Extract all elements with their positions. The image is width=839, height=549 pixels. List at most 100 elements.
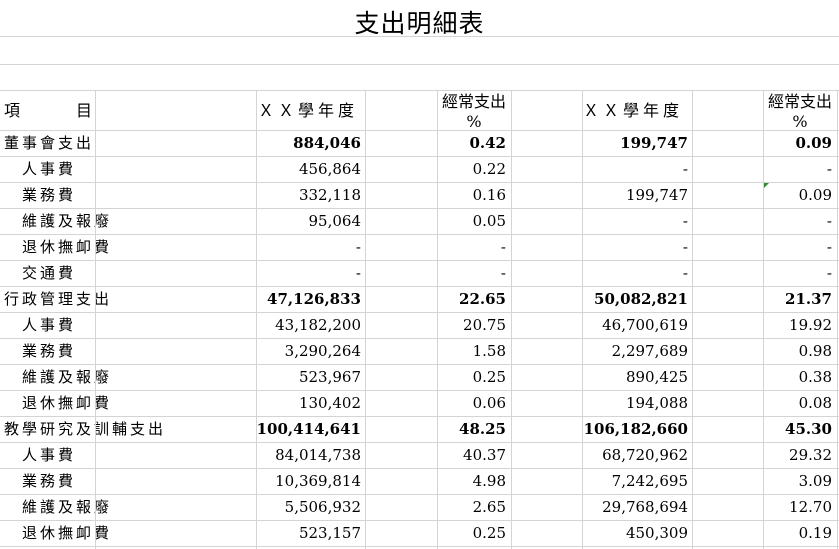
header-year-b: ＸＸ學年度 bbox=[583, 101, 684, 120]
grid-line bbox=[0, 64, 839, 65]
subitem-label: 人事費 bbox=[22, 160, 77, 178]
subitem-label: 業務費 bbox=[22, 342, 77, 360]
amount-a-cell: 47,126,833 bbox=[267, 290, 361, 308]
amount-a-cell: 884,046 bbox=[293, 134, 361, 152]
percent-b-cell: 0.08 bbox=[798, 394, 832, 412]
amount-b-cell: - bbox=[682, 238, 688, 256]
amount-a-cell: 95,064 bbox=[308, 212, 362, 230]
header-item: 項 bbox=[4, 101, 21, 120]
grid-line bbox=[0, 260, 839, 261]
percent-a-cell: 48.25 bbox=[459, 420, 506, 438]
grid-line bbox=[0, 390, 839, 391]
percent-b-cell: - bbox=[826, 212, 832, 230]
percent-b-cell: 19.92 bbox=[789, 316, 832, 334]
grid-column-line bbox=[365, 90, 366, 549]
subitem-label: 人事費 bbox=[22, 316, 77, 334]
percent-a-cell: 0.06 bbox=[472, 394, 506, 412]
header-item-2: 目 bbox=[76, 101, 93, 120]
subitem-label: 退休撫卹費 bbox=[22, 524, 113, 542]
percent-b-cell: 29.32 bbox=[789, 446, 832, 464]
grid-line bbox=[0, 520, 839, 521]
percent-b-cell: 0.98 bbox=[798, 342, 832, 360]
amount-a-cell: 523,157 bbox=[298, 524, 361, 542]
subitem-label: 業務費 bbox=[22, 186, 77, 204]
percent-a-cell: 4.98 bbox=[472, 472, 506, 490]
percent-b-cell: - bbox=[826, 238, 832, 256]
percent-b-cell: 3.09 bbox=[798, 472, 832, 490]
percent-a-cell: 0.22 bbox=[472, 160, 506, 178]
header-pct-a-line1: 經常支出 bbox=[441, 92, 506, 111]
grid-column-line bbox=[256, 90, 257, 549]
percent-b-cell: 0.09 bbox=[798, 186, 832, 204]
percent-a-cell: 0.05 bbox=[472, 212, 506, 230]
header-pct-a: 經常支出 % bbox=[437, 92, 511, 132]
amount-a-cell: 332,118 bbox=[298, 186, 361, 204]
grid-line bbox=[0, 416, 839, 417]
amount-b-cell: - bbox=[682, 160, 688, 178]
amount-b-cell: - bbox=[682, 212, 688, 230]
percent-b-cell: 0.38 bbox=[798, 368, 832, 386]
amount-b-cell: 450,309 bbox=[625, 524, 688, 542]
grid-line bbox=[0, 546, 839, 547]
percent-a-cell: 0.25 bbox=[472, 524, 506, 542]
percent-a-cell: 0.25 bbox=[472, 368, 506, 386]
grid-line bbox=[0, 364, 839, 365]
percent-b-cell: 45.30 bbox=[785, 420, 832, 438]
subitem-label: 維護及報廢 bbox=[22, 498, 113, 516]
percent-a-cell: 20.75 bbox=[463, 316, 506, 334]
percent-b-cell: - bbox=[826, 264, 832, 282]
amount-b-cell: 199,747 bbox=[620, 134, 688, 152]
amount-a-cell: 523,967 bbox=[298, 368, 361, 386]
sheet-title: 支出明細表 bbox=[354, 9, 485, 38]
amount-b-cell: 194,088 bbox=[625, 394, 688, 412]
percent-a-cell: - bbox=[500, 264, 506, 282]
amount-a-cell: 3,290,264 bbox=[284, 342, 361, 360]
amount-a-cell: 456,864 bbox=[298, 160, 361, 178]
grid-line bbox=[0, 312, 839, 313]
amount-b-cell: - bbox=[682, 264, 688, 282]
subitem-label: 退休撫卹費 bbox=[22, 394, 113, 412]
grid-line bbox=[0, 90, 839, 91]
grid-line bbox=[0, 208, 839, 209]
amount-a-cell: 100,414,641 bbox=[256, 420, 361, 438]
grid-column-line bbox=[763, 90, 764, 549]
amount-b-cell: 29,768,694 bbox=[602, 498, 688, 516]
amount-b-cell: 2,297,689 bbox=[611, 342, 688, 360]
percent-a-cell: - bbox=[500, 238, 506, 256]
grid-line bbox=[0, 286, 839, 287]
grid-line bbox=[0, 182, 839, 183]
grid-column-line bbox=[692, 90, 693, 549]
amount-b-cell: 68,720,962 bbox=[602, 446, 688, 464]
amount-a-cell: 5,506,932 bbox=[284, 498, 361, 516]
amount-b-cell: 50,082,821 bbox=[594, 290, 688, 308]
subitem-label: 維護及報廢 bbox=[22, 368, 113, 386]
amount-a-cell: - bbox=[355, 238, 361, 256]
subitem-label: 交通費 bbox=[22, 264, 77, 282]
amount-b-cell: 199,747 bbox=[625, 186, 688, 204]
amount-a-cell: - bbox=[355, 264, 361, 282]
amount-a-cell: 10,369,814 bbox=[275, 472, 361, 490]
percent-a-cell: 0.42 bbox=[469, 134, 506, 152]
amount-b-cell: 890,425 bbox=[625, 368, 688, 386]
percent-b-cell: 12.70 bbox=[789, 498, 832, 516]
subitem-label: 業務費 bbox=[22, 472, 77, 490]
grid-line bbox=[0, 494, 839, 495]
percent-b-cell: - bbox=[826, 160, 832, 178]
percent-a-cell: 1.58 bbox=[472, 342, 506, 360]
grid-line bbox=[0, 36, 839, 37]
percent-b-cell: 0.09 bbox=[795, 134, 832, 152]
percent-a-cell: 22.65 bbox=[459, 290, 506, 308]
grid-line bbox=[0, 468, 839, 469]
subitem-label: 人事費 bbox=[22, 446, 77, 464]
amount-a-cell: 130,402 bbox=[298, 394, 361, 412]
subitem-label: 維護及報廢 bbox=[22, 212, 113, 230]
amount-b-cell: 106,182,660 bbox=[583, 420, 688, 438]
amount-a-cell: 84,014,738 bbox=[275, 446, 361, 464]
header-pct-b-line1: 經常支出 bbox=[767, 92, 832, 111]
grid-column-line bbox=[837, 90, 838, 549]
header-pct-b: 經常支出 % bbox=[763, 92, 837, 132]
grid-line bbox=[0, 338, 839, 339]
category-label: 行政管理支出 bbox=[4, 290, 113, 308]
subitem-label: 退休撫卹費 bbox=[22, 238, 113, 256]
